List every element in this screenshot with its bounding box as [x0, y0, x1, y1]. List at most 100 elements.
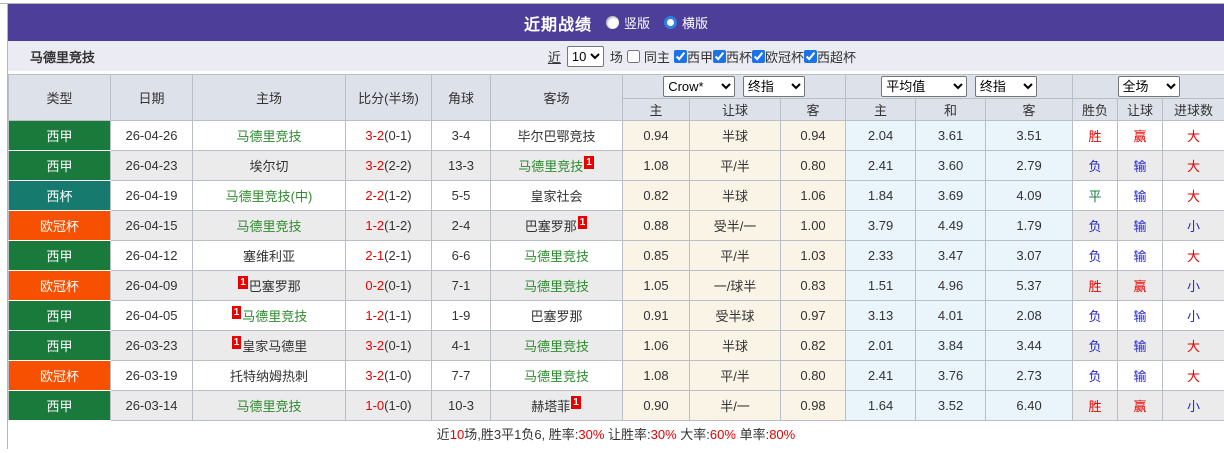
league-filter[interactable]: 西超杯: [803, 47, 856, 66]
result-cell: 胜: [1072, 120, 1119, 151]
result-cell: 负: [1072, 240, 1119, 271]
red-card-badge: 1: [584, 156, 594, 169]
radio-horizontal-label: 横版: [682, 16, 709, 31]
team-name[interactable]: 马德里竞技: [242, 309, 308, 324]
ah-away-odds: 0.82: [779, 330, 847, 361]
ah-provider-select[interactable]: Crow*: [663, 76, 736, 97]
league-filter-checkbox[interactable]: [803, 49, 817, 63]
team-name[interactable]: 巴塞罗那: [524, 219, 577, 234]
match-date: 26-04-19: [110, 180, 193, 211]
league-filter[interactable]: 西杯: [712, 47, 752, 66]
team-name[interactable]: 马德里竞技: [518, 159, 584, 174]
ah-away-odds: 1.00: [779, 210, 847, 241]
ah-away-odds: 0.98: [779, 390, 847, 421]
stat-label: 单率:: [735, 427, 770, 442]
eu-home-odds: 1.64: [845, 390, 917, 421]
league-filter-checkbox[interactable]: [712, 49, 726, 63]
fulltime-score: 3-2: [365, 368, 385, 383]
match-type-badge: 西甲: [8, 150, 111, 181]
handicap-result-cell: 输: [1117, 150, 1164, 181]
corner-count: 7-1: [431, 270, 491, 301]
same-home-label: 同主: [643, 49, 670, 65]
stat-value: 10: [449, 427, 465, 442]
match-count-select[interactable]: 10: [566, 45, 604, 67]
away-team-cell: 巴塞罗那: [490, 300, 623, 331]
near-link[interactable]: 近: [547, 49, 561, 65]
scope-select-group: 全场: [1072, 74, 1224, 99]
team-name[interactable]: 马德里竞技: [236, 399, 302, 414]
radio-unselected-icon[interactable]: [605, 16, 619, 29]
ah-time-select[interactable]: 终指: [742, 76, 805, 97]
eu-home-odds: 3.79: [845, 210, 917, 241]
eu-draw-odds: 3.84: [915, 330, 987, 361]
team-name[interactable]: 马德里竞技: [236, 129, 302, 144]
col-header-ah-home: 主: [622, 98, 690, 121]
score-cell: 2-1(2-1): [345, 240, 432, 271]
goals-result-cell: 大: [1162, 150, 1224, 181]
match-type-badge: 西甲: [8, 330, 111, 361]
layout-radio-vertical[interactable]: 竖版: [605, 13, 650, 32]
result-cell: 胜: [1072, 390, 1119, 421]
score-cell: 1-0(1-0): [345, 390, 432, 421]
eu-draw-odds: 4.96: [915, 270, 987, 301]
team-name[interactable]: 毕尔巴鄂竞技: [517, 129, 596, 144]
halftime-score: (2-1): [384, 248, 412, 263]
team-name[interactable]: 马德里竞技: [523, 249, 589, 264]
team-name[interactable]: 马德里竞技: [236, 219, 302, 234]
table-row: 欧冠杯 26-03-19 托特纳姆热刺 3-2(1-0) 7-7 马德里竞技 1.08 平/半…: [8, 360, 1224, 391]
eu-home-odds: 1.84: [845, 180, 917, 211]
score-cell: 0-2(0-1): [345, 270, 432, 301]
team-name[interactable]: 马德里竞技: [523, 369, 589, 384]
eu-away-odds: 4.09: [985, 180, 1074, 211]
match-date: 26-04-09: [110, 270, 193, 301]
away-team-cell: 马德里竞技 1: [490, 150, 623, 181]
home-team-cell: 1 皇家马德里: [192, 330, 346, 361]
team-name[interactable]: 皇家社会: [530, 189, 583, 204]
halftime-score: (0-1): [384, 128, 412, 143]
radio-selected-icon[interactable]: [664, 16, 677, 29]
eu-time-select[interactable]: 终指: [974, 76, 1037, 97]
result-cell: 负: [1072, 360, 1119, 391]
team-name[interactable]: 赫塔菲: [531, 399, 571, 414]
halftime-score: (2-2): [384, 158, 412, 173]
handicap-result-cell: 输: [1117, 330, 1164, 361]
team-name[interactable]: 马德里竞技(中): [225, 189, 313, 204]
col-header-ah-line: 让球: [689, 98, 781, 121]
same-home-checkbox[interactable]: [626, 49, 640, 63]
same-home-filter[interactable]: 同主: [626, 47, 670, 66]
team-name[interactable]: 皇家马德里: [242, 339, 308, 354]
team-name[interactable]: 塞维利亚: [242, 249, 295, 264]
away-team-cell: 巴塞罗那 1: [490, 210, 623, 241]
halftime-score: (1-2): [384, 218, 412, 233]
home-team-cell: 1 巴塞罗那: [192, 270, 346, 301]
team-name[interactable]: 马德里竞技: [523, 339, 589, 354]
team-name[interactable]: 巴塞罗那: [248, 279, 301, 294]
ah-home-odds: 1.08: [622, 360, 690, 391]
handicap-result-cell: 输: [1117, 180, 1164, 211]
eu-away-odds: 2.79: [985, 150, 1074, 181]
league-filter[interactable]: 欧冠杯: [751, 47, 804, 66]
team-name[interactable]: 托特纳姆热刺: [229, 369, 308, 384]
layout-radio-horizontal[interactable]: 横版: [664, 13, 708, 32]
ah-home-odds: 1.06: [622, 330, 690, 361]
eu-away-odds: 3.07: [985, 240, 1074, 271]
radio-vertical-label: 竖版: [623, 16, 650, 31]
league-filter-checkbox[interactable]: [673, 49, 687, 63]
corner-count: 2-4: [431, 210, 491, 241]
col-header-eu-home: 主: [845, 98, 917, 121]
scope-select[interactable]: 全场: [1117, 76, 1180, 97]
team-name[interactable]: 马德里竞技: [523, 279, 589, 294]
fulltime-score: 3-2: [365, 338, 385, 353]
away-team-cell: 马德里竞技: [490, 330, 623, 361]
team-name[interactable]: 埃尔切: [249, 159, 289, 174]
corner-count: 13-3: [431, 150, 491, 181]
away-team-cell: 赫塔菲 1: [490, 390, 623, 421]
match-date: 26-04-23: [110, 150, 193, 181]
team-name[interactable]: 巴塞罗那: [530, 309, 583, 324]
goals-result-cell: 小: [1162, 270, 1224, 301]
match-date: 26-03-23: [110, 330, 193, 361]
league-filter-checkbox[interactable]: [751, 49, 765, 63]
league-filter[interactable]: 西甲: [673, 47, 713, 66]
eu-type-select[interactable]: 平均值: [881, 76, 968, 97]
match-type-badge: 欧冠杯: [8, 270, 111, 301]
